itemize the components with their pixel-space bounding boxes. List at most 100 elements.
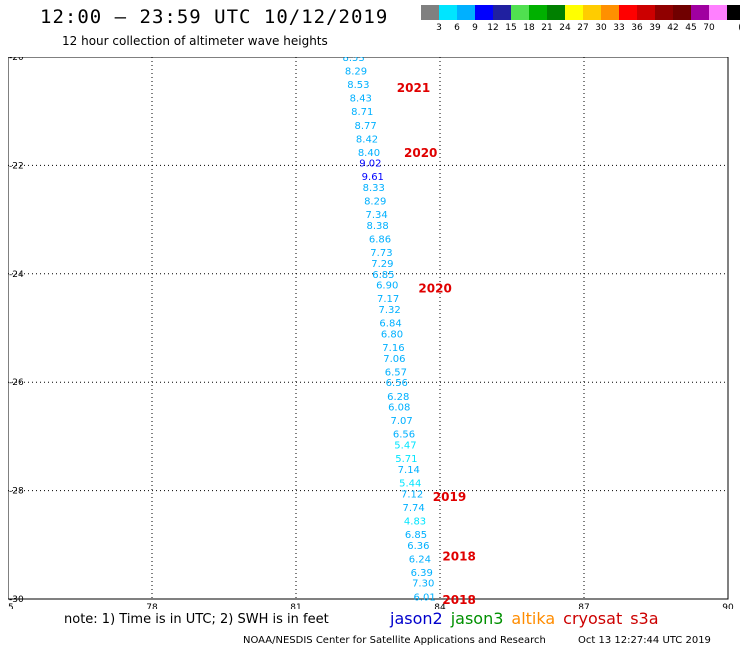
legend-entry-s3a: s3a xyxy=(630,609,659,628)
wave-height-value: 7.07 xyxy=(390,416,412,427)
y-tick-label: -28 xyxy=(9,487,24,497)
wave-height-value: 6.90 xyxy=(376,281,398,292)
color-scale-swatch xyxy=(493,5,511,20)
wave-height-value: 8.43 xyxy=(350,94,372,105)
wave-height-value: 7.73 xyxy=(370,248,392,259)
wave-height-value: 6.85 xyxy=(405,530,427,541)
pass-time-label: 2019 xyxy=(433,490,466,504)
pass-time-label: 2018 xyxy=(442,593,475,607)
wave-height-value: 7.16 xyxy=(382,343,404,354)
color-scale-label: 3 xyxy=(436,23,442,33)
wave-height-value: 6.56 xyxy=(393,430,415,441)
wave-height-value: 9.61 xyxy=(362,172,384,183)
y-tick-label: -26 xyxy=(9,378,24,388)
wave-height-value: 6.01 xyxy=(414,592,436,603)
pass-time-label: 2020 xyxy=(418,281,451,295)
chart-subtitle: 12 hour collection of altimeter wave hei… xyxy=(62,34,328,48)
color-scale-swatch xyxy=(709,5,727,20)
color-scale-unit: (ft) xyxy=(733,23,740,33)
wave-height-value: 6.39 xyxy=(411,568,433,579)
legend-entry-jason3: jason3 xyxy=(450,609,504,628)
wave-height-value: 6.80 xyxy=(381,329,403,340)
pass-time-label: 2020 xyxy=(404,146,437,160)
x-tick-label: 90 xyxy=(722,603,734,609)
chart-title: 12:00 – 23:59 UTC 10/12/2019 xyxy=(40,6,389,28)
y-tick-label: -20 xyxy=(9,57,24,63)
legend-entry-cryosat: cryosat xyxy=(563,609,623,628)
wave-height-value: 6.85 xyxy=(372,270,394,281)
color-scale-swatch xyxy=(655,5,673,20)
wave-height-value: 8.53 xyxy=(347,80,369,91)
wave-height-value: 8.29 xyxy=(345,67,367,78)
color-scale-label: 21 xyxy=(541,23,553,33)
color-scale-swatch xyxy=(619,5,637,20)
wave-height-value: 6.84 xyxy=(379,319,401,330)
y-tick-label: -30 xyxy=(9,595,24,605)
color-scale-label: 45 xyxy=(685,23,697,33)
color-scale-swatch xyxy=(637,5,655,20)
color-scale-swatch xyxy=(673,5,691,20)
x-tick-label: 81 xyxy=(290,603,301,609)
color-scale-swatch xyxy=(727,5,740,20)
wave-height-value: 7.06 xyxy=(383,354,405,365)
color-scale-label: 33 xyxy=(613,23,625,33)
pass-time-label: 2018 xyxy=(442,550,475,564)
wave-height-value: 8.38 xyxy=(366,221,388,232)
color-scale-label: 36 xyxy=(631,23,643,33)
wave-height-value: 7.14 xyxy=(398,465,420,476)
wave-height-value: 6.28 xyxy=(387,392,409,403)
wave-height-value: 8.40 xyxy=(358,148,380,159)
y-tick-label: -24 xyxy=(9,270,24,280)
wave-height-value: 8.53 xyxy=(342,57,364,64)
wave-height-plot: 75 78 81 84 87 90 -20 -22 -24 -26 -28 -30 8.53 8.29 8.… xyxy=(8,57,734,609)
y-tick-label: -22 xyxy=(9,161,24,171)
satellite-legend: jason2 jason3 altika cryosat s3a xyxy=(390,609,667,628)
wave-height-value: 6.36 xyxy=(407,541,429,552)
x-tick-label: 75 xyxy=(8,603,14,609)
color-scale-swatch xyxy=(511,5,529,20)
color-scale-label: 27 xyxy=(577,23,589,33)
color-scale-label: 39 xyxy=(649,23,661,33)
legend-entry-jason2: jason2 xyxy=(390,609,443,628)
color-scale-label: 6 xyxy=(454,23,460,33)
wave-height-value: 7.34 xyxy=(366,210,388,221)
wave-height-value: 7.32 xyxy=(378,305,400,316)
wave-height-value: 8.77 xyxy=(354,121,376,132)
plot-frame xyxy=(8,57,729,600)
wave-height-value: 6.24 xyxy=(409,554,431,565)
color-scale-label: 70 xyxy=(703,23,715,33)
color-scale-label: 24 xyxy=(559,23,571,33)
wave-height-value: 8.42 xyxy=(356,134,378,145)
color-scale-label: 30 xyxy=(595,23,607,33)
wave-height-value: 5.71 xyxy=(395,454,417,465)
wave-height-value: 7.17 xyxy=(377,294,399,305)
color-scale-swatch xyxy=(475,5,493,20)
color-scale-swatch xyxy=(583,5,601,20)
color-scale-swatch xyxy=(421,5,439,20)
color-scale-swatch xyxy=(547,5,565,20)
legend-entry-altika: altika xyxy=(511,609,556,628)
color-scale-swatch xyxy=(601,5,619,20)
color-scale-label: 15 xyxy=(505,23,517,33)
color-scale-swatch xyxy=(529,5,547,20)
wave-height-value: 8.33 xyxy=(363,183,385,194)
color-scale-swatch xyxy=(457,5,475,20)
x-tick-label: 84 xyxy=(434,603,446,609)
color-scale-label: 42 xyxy=(667,23,679,33)
color-scale-swatch xyxy=(691,5,709,20)
color-scale-label: 18 xyxy=(523,23,535,33)
wave-height-value: 4.83 xyxy=(404,516,426,527)
color-scale-label: 9 xyxy=(472,23,478,33)
wave-height-value: 7.74 xyxy=(402,503,424,514)
credit-text: NOAA/NESDIS Center for Satellite Applica… xyxy=(243,635,546,646)
color-scale-label: 12 xyxy=(487,23,499,33)
pass-time-label: 2021 xyxy=(397,81,430,95)
wave-height-value: 6.86 xyxy=(369,235,391,246)
generation-timestamp: Oct 13 12:27:44 UTC 2019 xyxy=(578,635,711,646)
wave-height-value: 5.44 xyxy=(399,478,421,489)
wave-height-value: 6.57 xyxy=(385,367,407,378)
wave-height-value: 5.47 xyxy=(394,441,416,452)
x-tick-label: 87 xyxy=(578,603,589,609)
color-scale-swatch xyxy=(439,5,457,20)
wave-height-value: 7.30 xyxy=(412,579,434,590)
